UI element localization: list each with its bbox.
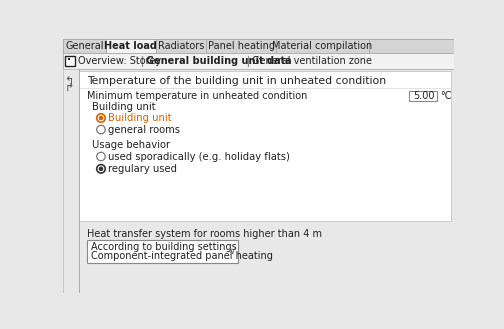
FancyBboxPatch shape [63, 39, 106, 53]
FancyBboxPatch shape [276, 39, 369, 53]
Text: used sporadically (e.g. holiday flats): used sporadically (e.g. holiday flats) [108, 152, 290, 162]
Text: General building unit data: General building unit data [146, 56, 291, 66]
Circle shape [99, 166, 103, 171]
FancyBboxPatch shape [79, 225, 451, 291]
Text: Panel heating: Panel heating [208, 41, 275, 51]
FancyBboxPatch shape [63, 69, 79, 293]
Text: Heat load: Heat load [104, 41, 157, 51]
Text: Heat transfer system for rooms higher than 4 m: Heat transfer system for rooms higher th… [87, 229, 322, 239]
FancyBboxPatch shape [79, 71, 451, 221]
FancyBboxPatch shape [409, 91, 437, 101]
FancyBboxPatch shape [66, 56, 76, 66]
Text: regulary used: regulary used [108, 164, 177, 174]
Circle shape [97, 164, 105, 173]
Circle shape [97, 125, 105, 134]
FancyBboxPatch shape [63, 53, 454, 69]
Circle shape [99, 116, 103, 120]
FancyBboxPatch shape [68, 58, 70, 60]
Text: Building unit: Building unit [92, 102, 155, 112]
FancyBboxPatch shape [106, 39, 156, 53]
Text: Building unit: Building unit [108, 113, 171, 123]
FancyBboxPatch shape [156, 39, 206, 53]
Text: ↱: ↱ [65, 84, 74, 94]
Text: ∨: ∨ [228, 246, 235, 256]
Text: general rooms: general rooms [108, 125, 180, 135]
Text: Overview: Storey: Overview: Storey [79, 56, 162, 66]
Text: General ventilation zone: General ventilation zone [252, 56, 372, 66]
Circle shape [97, 114, 105, 122]
Text: General: General [65, 41, 103, 51]
Text: Usage behavior: Usage behavior [92, 140, 170, 150]
Text: Temperature of the building unit in unheated condition: Temperature of the building unit in unhe… [87, 76, 386, 86]
Text: Material compilation: Material compilation [273, 41, 373, 51]
Text: Radiators: Radiators [158, 41, 205, 51]
FancyBboxPatch shape [87, 240, 238, 263]
Text: 5.00: 5.00 [413, 91, 435, 101]
Text: Component-integrated panel heating: Component-integrated panel heating [91, 251, 273, 261]
Text: Minimum temperature in unheated condition: Minimum temperature in unheated conditio… [87, 91, 307, 101]
Text: ↰: ↰ [65, 76, 74, 87]
FancyBboxPatch shape [369, 39, 454, 53]
FancyBboxPatch shape [206, 39, 276, 53]
Text: °C: °C [440, 91, 452, 101]
Circle shape [97, 152, 105, 161]
Text: According to building settings: According to building settings [91, 241, 237, 252]
